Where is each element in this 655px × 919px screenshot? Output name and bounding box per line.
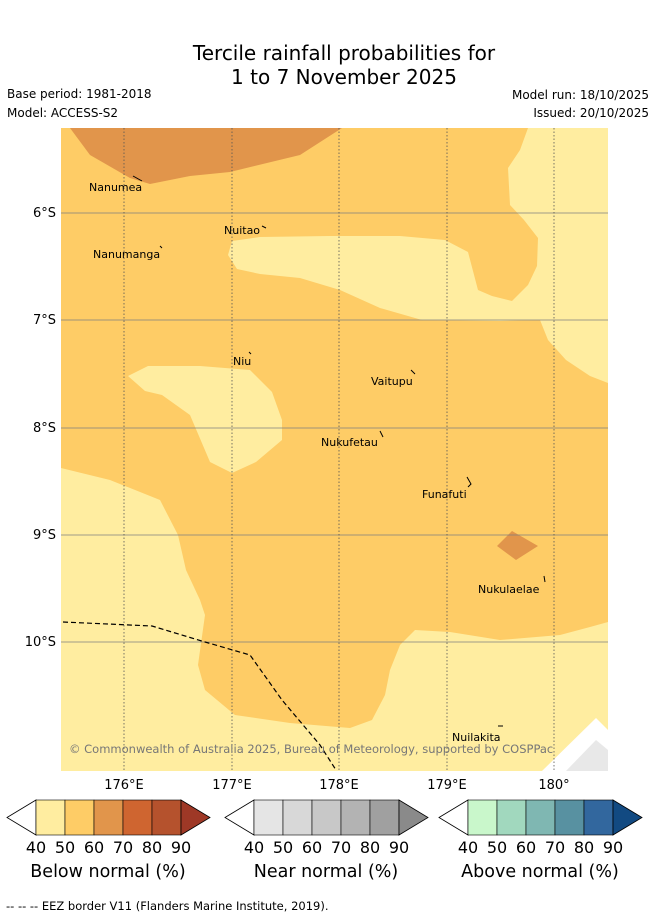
colorbar-swatch — [35, 799, 66, 836]
colorbar-extend-high — [398, 799, 429, 836]
colorbar-swatch — [554, 799, 585, 836]
colorbar-swatch — [340, 799, 371, 836]
colorbar-tick-label: 60 — [83, 838, 105, 857]
lat-label: 8°S — [32, 421, 56, 436]
colorbar-tick-label: 60 — [515, 838, 537, 857]
colorbar-tick-label: 40 — [457, 838, 479, 857]
issued-date: Issued: 20/10/2025 — [533, 106, 649, 120]
model-name: Model: ACCESS-S2 — [7, 106, 119, 120]
colorbar-tick-label: 80 — [141, 838, 163, 857]
region-below-60-70-south — [497, 531, 538, 560]
colorbar-tick-label: 60 — [301, 838, 323, 857]
colorbar-swatch — [496, 799, 527, 836]
colorbar-extend-low — [6, 799, 37, 836]
region-below-60-70-north — [70, 128, 342, 184]
place-label-niu: Niu — [233, 355, 252, 368]
colorbar-tick-label: 70 — [112, 838, 134, 857]
colorbar-tick-label: 80 — [359, 838, 381, 857]
lon-label: 178°E — [319, 778, 359, 793]
place-label-nanumanga: Nanumanga — [93, 248, 161, 261]
lon-label: 176°E — [104, 778, 144, 793]
colorbar-swatch — [253, 799, 284, 836]
region-below-40-50-east — [228, 128, 608, 383]
colorbar-extend-low — [438, 799, 469, 836]
lon-grid-lines — [123, 128, 555, 771]
copyright-notice: © Commonwealth of Australia 2025, Bureau… — [69, 742, 554, 756]
place-label-nukufetau: Nukufetau — [321, 436, 378, 449]
colorbar-swatch — [282, 799, 313, 836]
place-label-nukulaelae: Nukulaelae — [478, 583, 540, 596]
colorbar-swatch — [151, 799, 182, 836]
chart-title-line2: 1 to 7 November 2025 — [231, 65, 457, 89]
region-below-40-50-south — [61, 468, 608, 771]
colorbar-extend-low — [224, 799, 255, 836]
colorbar-swatch — [369, 799, 400, 836]
outside-area-inner — [566, 740, 608, 771]
lat-label: 7°S — [32, 313, 56, 328]
chart-title-line1: Tercile rainfall probabilities for — [192, 41, 496, 65]
colorbar-tick-label: 80 — [573, 838, 595, 857]
place-label-nuitao: Nuitao — [224, 224, 261, 237]
lat-label: 6°S — [32, 206, 56, 221]
lat-label: 9°S — [32, 528, 56, 543]
place-label-nanumea: Nanumea — [89, 181, 143, 194]
colorbar-0 — [6, 799, 211, 836]
eez-footnote: -- -- -- EEZ border V11 (Flanders Marine… — [6, 899, 329, 913]
colorbar-tick-label: 70 — [544, 838, 566, 857]
colorbar-swatch — [93, 799, 124, 836]
colorbar-tick-label: 50 — [486, 838, 508, 857]
colorbar-swatch — [467, 799, 498, 836]
lat-label: 10°S — [24, 635, 56, 650]
base-period: Base period: 1981-2018 — [7, 87, 152, 101]
place-label-nuilakita: Nuilakita — [452, 731, 501, 744]
colorbar-swatch — [64, 799, 95, 836]
colorbar-tick-label: 50 — [54, 838, 76, 857]
colorbar-1 — [224, 799, 429, 836]
colorbar-tick-label: 40 — [243, 838, 265, 857]
colorbar-swatch — [525, 799, 556, 836]
colorbar-tick-label: 90 — [602, 838, 624, 857]
model-run: Model run: 18/10/2025 — [511, 88, 649, 102]
colorbar-2 — [438, 799, 643, 836]
colorbar-tick-label: 90 — [388, 838, 410, 857]
colorbar-extend-high — [180, 799, 211, 836]
colorbar-extend-high — [612, 799, 643, 836]
eez-border — [62, 621, 337, 771]
lon-label: 179°E — [427, 778, 467, 793]
colorbar-swatch — [122, 799, 153, 836]
colorbar-title: Near normal (%) — [253, 862, 399, 882]
place-label-funafuti: Funafuti — [422, 488, 467, 501]
colorbar-tick-label: 70 — [330, 838, 352, 857]
lon-label: 177°E — [212, 778, 252, 793]
region-below-40-50-central — [128, 366, 282, 473]
colorbar-title: Below normal (%) — [30, 862, 186, 882]
colorbar-tick-label: 90 — [170, 838, 192, 857]
colorbar-swatch — [583, 799, 614, 836]
island-outlines — [132, 175, 546, 727]
lat-grid-lines — [61, 212, 608, 643]
colorbar-tick-label: 40 — [25, 838, 47, 857]
colorbar-title: Above normal (%) — [461, 862, 619, 882]
colorbar-swatch — [311, 799, 342, 836]
colorbar-tick-label: 50 — [272, 838, 294, 857]
place-label-vaitupu: Vaitupu — [371, 375, 413, 388]
lon-label: 180° — [538, 778, 570, 793]
